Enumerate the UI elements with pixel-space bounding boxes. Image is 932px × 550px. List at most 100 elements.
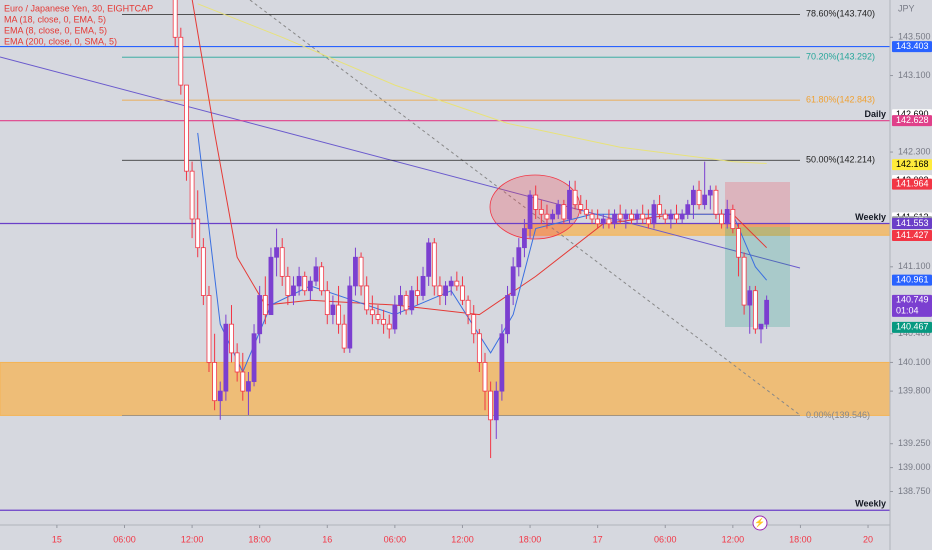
candle-body xyxy=(398,295,403,306)
candle-body xyxy=(691,189,696,206)
candle-body xyxy=(324,290,330,316)
candle-body xyxy=(195,218,201,249)
candle-body xyxy=(736,228,741,258)
event-icon[interactable] xyxy=(752,515,768,531)
candle-body xyxy=(471,314,477,335)
candle-body xyxy=(629,213,634,220)
candle-body xyxy=(246,381,251,392)
candle-body xyxy=(375,314,381,320)
x-tick-label: 06:00 xyxy=(654,534,677,544)
candle-body xyxy=(499,333,505,392)
candle-body xyxy=(606,218,612,225)
price-tag-label: 143.403 xyxy=(896,41,929,51)
candle-body xyxy=(392,304,398,330)
y-tick-label: 141.100 xyxy=(898,261,931,271)
candle-body xyxy=(437,285,443,296)
candle-body xyxy=(612,213,617,225)
candle-body xyxy=(476,333,482,363)
candle-body xyxy=(645,218,651,225)
y-tick-label: 143.500 xyxy=(898,32,931,42)
candle-body xyxy=(189,170,195,220)
zone xyxy=(0,361,890,416)
price-tag-label: 141.964 xyxy=(896,179,929,189)
candle-body xyxy=(572,189,578,206)
candle-body xyxy=(589,213,595,220)
candle-body xyxy=(240,371,246,392)
candle-body xyxy=(386,323,392,330)
candle-body xyxy=(538,209,544,215)
x-tick-label: 18:00 xyxy=(248,534,271,544)
candle-body xyxy=(212,362,218,402)
x-tick-label: 18:00 xyxy=(519,534,542,544)
event-icon-glyph: ⚡ xyxy=(754,516,765,528)
price-tag-label: 142.628 xyxy=(896,115,929,125)
candle-body xyxy=(217,390,223,402)
candle-body xyxy=(443,285,448,296)
indicator-line xyxy=(197,3,767,165)
candle-body xyxy=(752,290,758,330)
candle-body xyxy=(544,213,550,220)
price-tag xyxy=(892,230,932,242)
candle-body xyxy=(257,295,263,335)
y-tick-label: 138.750 xyxy=(898,486,931,496)
candle-body xyxy=(330,304,336,316)
candle-body xyxy=(460,285,465,301)
x-tick-label: 06:00 xyxy=(113,534,136,544)
candle-body xyxy=(583,209,589,215)
candle-body xyxy=(313,266,319,282)
candle-body xyxy=(505,295,510,335)
candle-body xyxy=(234,352,240,373)
dashed-trend-line xyxy=(249,0,801,416)
candle-body xyxy=(657,204,663,215)
indicator-label: MA (18, close, 0, EMA, 5) xyxy=(4,14,106,24)
level-label: Weekly xyxy=(855,212,886,222)
x-tick-label: 17 xyxy=(593,534,603,544)
candle-body xyxy=(747,290,753,306)
x-tick-label: 12:00 xyxy=(451,534,474,544)
candle-body xyxy=(758,323,764,330)
candle-body xyxy=(353,256,358,287)
candle-body xyxy=(296,275,302,287)
x-tick-label: 12:00 xyxy=(181,534,204,544)
candle-body xyxy=(741,256,747,306)
stop-zone xyxy=(725,182,790,227)
candle-body xyxy=(426,242,432,277)
candle-body xyxy=(595,218,601,225)
candle-body xyxy=(651,204,657,225)
fib-label: 70.20%(143.292) xyxy=(806,52,875,62)
candle-body xyxy=(319,266,325,292)
price-tag-label: 141.427 xyxy=(896,230,929,240)
y-tick-label: 139.000 xyxy=(898,462,931,472)
candle-body xyxy=(274,247,279,258)
candle-body xyxy=(414,290,420,296)
y-tick-label: 139.250 xyxy=(898,438,931,448)
symbol-title: Euro / Japanese Yen, 30, EIGHTCAP xyxy=(4,3,153,13)
y-tick-label: 139.800 xyxy=(898,385,931,395)
zone xyxy=(523,223,890,236)
price-tag xyxy=(892,321,932,333)
candle-body xyxy=(262,295,268,316)
candle-body xyxy=(381,318,387,325)
candle-body xyxy=(510,266,516,296)
candle-body xyxy=(488,390,494,421)
price-tag-label: 142.690 xyxy=(896,109,929,119)
price-tag-countdown: 01:04 xyxy=(896,306,919,316)
indicator-line xyxy=(191,0,767,316)
candle-body xyxy=(567,189,572,220)
candle-body xyxy=(369,309,375,316)
indicator-label: EMA (8, close, 0, EMA, 5) xyxy=(4,25,107,35)
candle-body xyxy=(764,299,770,325)
candle-body xyxy=(409,290,415,311)
price-tag xyxy=(892,274,932,286)
candle-body xyxy=(454,280,460,287)
candle-body xyxy=(336,304,341,325)
trend-line xyxy=(0,56,801,269)
candle-body xyxy=(685,204,691,215)
price-tag-label: 140.961 xyxy=(896,274,929,284)
candle-body xyxy=(516,247,522,268)
candle-body xyxy=(600,218,606,225)
candle-body xyxy=(358,256,364,287)
candle-body xyxy=(347,285,353,349)
